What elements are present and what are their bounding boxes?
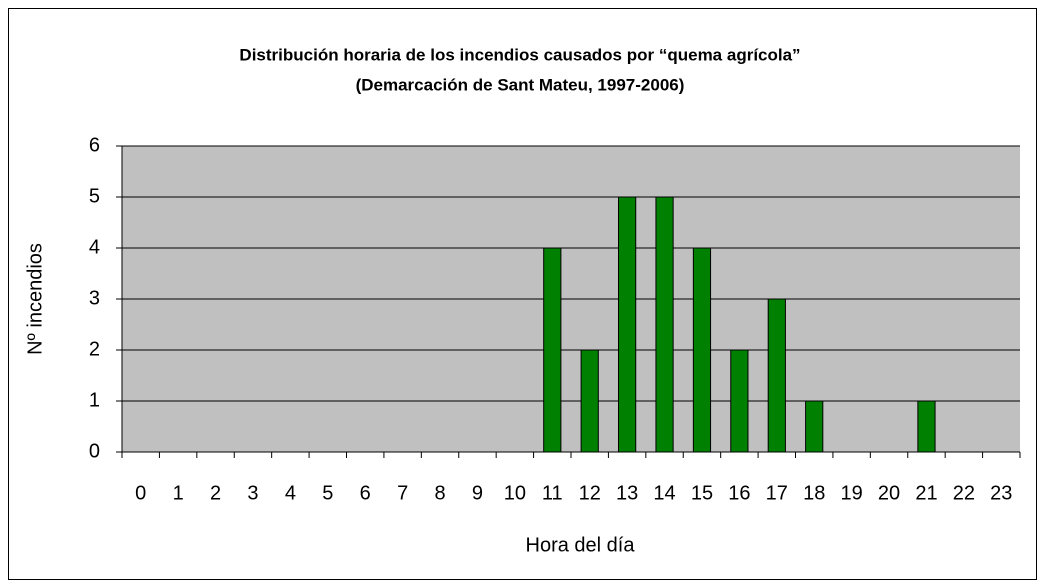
bar xyxy=(692,247,712,453)
bar xyxy=(767,298,786,453)
y-tick-label: 2 xyxy=(89,338,100,360)
chart-subtitle: (Demarcación de Sant Mateu, 1997-2006) xyxy=(356,75,685,94)
x-tick-label: 20 xyxy=(878,482,900,504)
bar xyxy=(618,196,637,453)
y-tick-label: 6 xyxy=(89,134,100,156)
bar xyxy=(655,196,674,453)
x-tick-label: 19 xyxy=(841,482,863,504)
x-tick-label: 18 xyxy=(803,482,825,504)
y-tick-label: 1 xyxy=(89,389,100,411)
x-tick-label: 14 xyxy=(653,482,675,504)
bar xyxy=(730,349,749,453)
x-tick-label: 4 xyxy=(285,482,296,504)
x-tick-label: 22 xyxy=(953,482,975,504)
y-axis-label: Nº incendios xyxy=(24,243,46,355)
x-tick-label: 10 xyxy=(504,482,526,504)
x-tick-label: 13 xyxy=(616,482,638,504)
y-tick-label: 0 xyxy=(89,440,100,462)
x-tick-label: 11 xyxy=(542,482,563,504)
x-tick-label: 8 xyxy=(434,482,445,504)
y-tick-label: 4 xyxy=(89,236,100,258)
bar xyxy=(543,247,562,453)
x-tick-label: 3 xyxy=(247,482,258,504)
chart-title: Distribución horaria de los incendios ca… xyxy=(239,45,800,64)
x-tick-label: 21 xyxy=(915,482,937,504)
x-tick-label: 9 xyxy=(472,482,483,504)
x-tick-label: 12 xyxy=(579,482,601,504)
x-tick-label: 5 xyxy=(322,482,333,504)
x-tick-label: 17 xyxy=(766,482,788,504)
x-tick-label: 7 xyxy=(397,482,408,504)
x-tick-label: 0 xyxy=(135,482,146,504)
y-tick-label: 3 xyxy=(89,287,100,309)
y-tick-label: 5 xyxy=(89,185,100,207)
x-axis-label: Hora del día xyxy=(526,534,636,556)
x-tick-label: 23 xyxy=(990,482,1012,504)
x-tick-label: 16 xyxy=(728,482,750,504)
x-tick-label: 6 xyxy=(360,482,371,504)
bar xyxy=(805,400,824,453)
x-tick-label: 15 xyxy=(691,482,713,504)
x-tick-label: 1 xyxy=(173,482,184,504)
bar xyxy=(580,349,599,453)
x-tick-label: 2 xyxy=(210,482,221,504)
bar xyxy=(917,400,936,453)
